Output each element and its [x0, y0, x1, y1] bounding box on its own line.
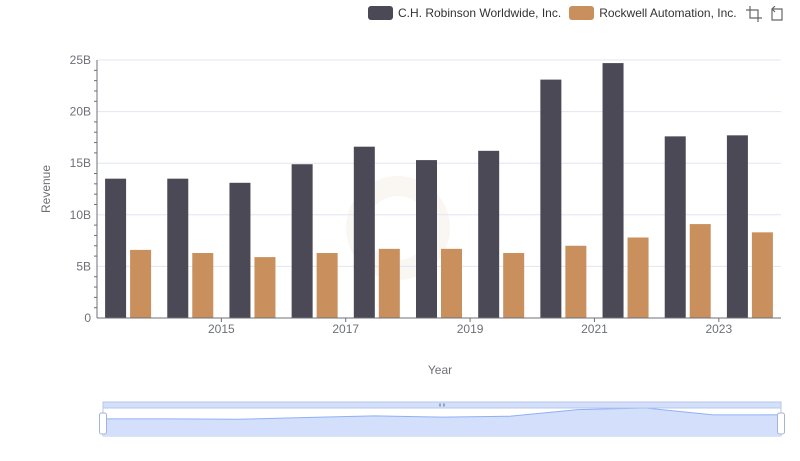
- chart-toolbox: [746, 6, 792, 22]
- bar-ch-robinson-2023: [664, 136, 686, 318]
- bar-rockwell-2024: [751, 232, 773, 318]
- y-tick-label: 25B: [70, 53, 91, 67]
- y-tick-label: 5B: [76, 259, 91, 273]
- zoom-icon[interactable]: [746, 6, 762, 22]
- bar-rockwell-2017: [316, 252, 338, 318]
- y-tick-label: 0: [84, 311, 91, 325]
- restore-icon[interactable]: [769, 6, 785, 22]
- x-tick-label: 2019: [457, 322, 484, 336]
- bar-rockwell-2018: [378, 248, 400, 318]
- legend-swatch-rockwell: [569, 6, 595, 20]
- y-tick-label: 15B: [70, 156, 91, 170]
- bar-ch-robinson-2022: [602, 63, 624, 318]
- x-tick-label: 2021: [581, 322, 608, 336]
- bar-ch-robinson-2024: [726, 135, 748, 318]
- bar-rockwell-2014: [130, 249, 152, 318]
- bar-rockwell-2015: [192, 252, 214, 318]
- y-axis: 0 5B 10B 15B 20B 25B: [70, 53, 98, 325]
- bar-rockwell-2016: [254, 257, 276, 318]
- bars: [105, 63, 773, 318]
- chart-legend: C.H. Robinson Worldwide, Inc. Rockwell A…: [368, 4, 745, 22]
- bar-ch-robinson-2017: [291, 164, 313, 318]
- bar-ch-robinson-2020: [478, 150, 500, 318]
- legend-label-rockwell: Rockwell Automation, Inc.: [599, 6, 737, 20]
- bar-ch-robinson-2014: [105, 178, 127, 318]
- x-axis: 2015 2017 2019 2021 2023: [97, 317, 781, 336]
- y-tick-label: 10B: [70, 208, 91, 222]
- bar-rockwell-2021: [565, 245, 587, 318]
- slider-move-bar: [102, 401, 782, 409]
- legend-label-ch-robinson: C.H. Robinson Worldwide, Inc.: [398, 6, 562, 20]
- bar-rockwell-2023: [689, 224, 711, 318]
- bar-ch-robinson-2021: [540, 79, 562, 318]
- x-tick-label: 2017: [332, 322, 359, 336]
- legend-item-ch-robinson[interactable]: C.H. Robinson Worldwide, Inc.: [368, 6, 561, 20]
- y-axis-label: Revenue: [39, 165, 53, 213]
- slider-preview-area: [103, 408, 781, 436]
- slider-preview-line: [103, 407, 782, 420]
- bar-ch-robinson-2015: [167, 178, 189, 318]
- bar-rockwell-2022: [627, 237, 649, 318]
- slider-handle-left: [99, 412, 107, 435]
- bar-ch-robinson-2019: [416, 160, 437, 318]
- y-tick-label: 20B: [70, 105, 91, 119]
- x-tick-label: 2015: [208, 322, 235, 336]
- bar-ch-robinson-2016: [229, 182, 251, 318]
- bar-rockwell-2019: [441, 248, 462, 318]
- slider-grip-mark: [443, 403, 445, 407]
- x-tick-label: 2023: [705, 322, 732, 336]
- bar-rockwell-2020: [503, 252, 525, 318]
- legend-swatch-ch-robinson: [368, 6, 393, 20]
- legend-item-rockwell[interactable]: Rockwell Automation, Inc.: [569, 6, 737, 20]
- bar-ch-robinson-2018: [353, 146, 375, 318]
- x-axis-label: Year: [428, 363, 452, 377]
- data-zoom-slider[interactable]: [99, 401, 785, 437]
- slider-handle-right: [777, 412, 785, 435]
- slider-grip-mark: [439, 403, 441, 407]
